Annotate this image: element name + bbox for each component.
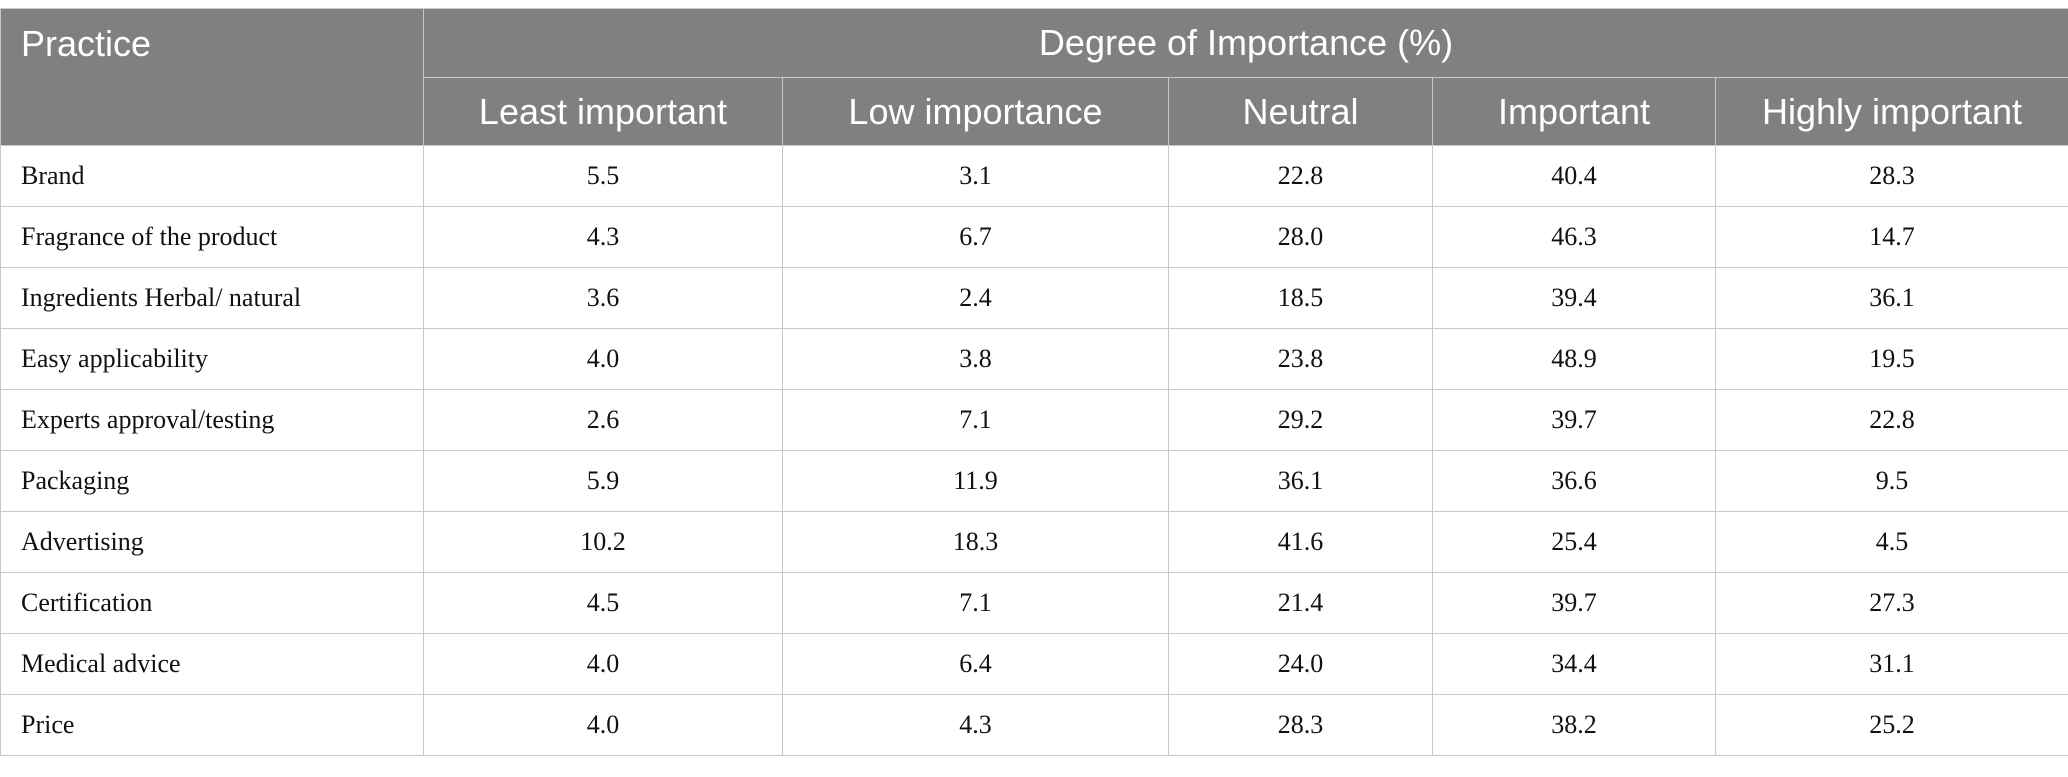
cell-value: 48.9 [1432,328,1716,390]
cell-value: 28.3 [1168,694,1433,756]
cell-value: 4.0 [423,633,783,695]
degree-of-importance-header: Degree of Importance (%) [422,8,2068,78]
cell-value: 39.4 [1432,267,1716,329]
cell-value: 25.4 [1432,511,1716,573]
cell-value: 41.6 [1168,511,1433,573]
cell-value: 2.4 [782,267,1169,329]
cell-value: 4.0 [423,694,783,756]
cell-value: 11.9 [782,450,1169,512]
cell-value: 5.5 [423,145,783,207]
row-practice-label: Medical advice [0,633,424,695]
importance-table-container: Practice Degree of Importance (%) Least … [0,8,2068,756]
column-header-important: Important [1432,77,1716,146]
cell-value: 7.1 [782,389,1169,451]
table-row: Price 4.0 4.3 28.3 38.2 25.2 [0,694,2068,756]
cell-value: 34.4 [1432,633,1716,695]
cell-value: 4.3 [423,206,783,268]
cell-value: 19.5 [1714,328,2068,390]
cell-value: 3.8 [782,328,1169,390]
row-practice-label: Brand [0,145,424,207]
row-practice-label: Fragrance of the product [0,206,424,268]
cell-value: 3.6 [423,267,783,329]
cell-value: 46.3 [1432,206,1716,268]
cell-value: 24.0 [1168,633,1433,695]
cell-value: 6.7 [782,206,1169,268]
cell-value: 14.7 [1714,206,2068,268]
cell-value: 28.0 [1168,206,1433,268]
column-header-neutral: Neutral [1168,77,1433,146]
table-row: Easy applicability 4.0 3.8 23.8 48.9 19.5 [0,328,2068,390]
table-body: Brand 5.5 3.1 22.8 40.4 28.3 Fragrance of the … [0,145,2068,756]
cell-value: 27.3 [1714,572,2068,634]
column-header-least-important: Least important [423,77,783,146]
cell-value: 31.1 [1714,633,2068,695]
cell-value: 23.8 [1168,328,1433,390]
table-header: Practice Degree of Importance (%) Least … [0,8,2068,146]
row-practice-label: Experts approval/testing [0,389,424,451]
cell-value: 4.5 [423,572,783,634]
cell-value: 4.5 [1714,511,2068,573]
cell-value: 38.2 [1432,694,1716,756]
cell-value: 22.8 [1714,389,2068,451]
row-practice-label: Certification [0,572,424,634]
cell-value: 3.1 [782,145,1169,207]
row-practice-label: Packaging [0,450,424,512]
cell-value: 18.5 [1168,267,1433,329]
importance-table: Practice Degree of Importance (%) Least … [0,8,2068,756]
cell-value: 9.5 [1714,450,2068,512]
table-row: Fragrance of the product 4.3 6.7 28.0 46.3 14… [0,206,2068,268]
cell-value: 39.7 [1432,572,1716,634]
row-practice-label: Advertising [0,511,424,573]
cell-value: 40.4 [1432,145,1716,207]
cell-value: 36.1 [1168,450,1433,512]
table-row: Certification 4.5 7.1 21.4 39.7 27.3 [0,572,2068,634]
cell-value: 4.0 [423,328,783,390]
cell-value: 21.4 [1168,572,1433,634]
cell-value: 25.2 [1714,694,2068,756]
table-row: Medical advice 4.0 6.4 24.0 34.4 31.1 [0,633,2068,695]
cell-value: 2.6 [423,389,783,451]
cell-value: 6.4 [782,633,1169,695]
cell-value: 18.3 [782,511,1169,573]
table-row: Brand 5.5 3.1 22.8 40.4 28.3 [0,145,2068,207]
cell-value: 5.9 [423,450,783,512]
row-practice-label: Ingredients Herbal/ natural [0,267,424,329]
table-row: Advertising 10.2 18.3 41.6 25.4 4.5 [0,511,2068,573]
table-row: Packaging 5.9 11.9 36.1 36.6 9.5 [0,450,2068,512]
cell-value: 4.3 [782,694,1169,756]
row-practice-label: Easy applicability [0,328,424,390]
row-practice-label: Price [0,694,424,756]
column-header-highly-important: Highly important [1714,77,2068,146]
cell-value: 28.3 [1714,145,2068,207]
cell-value: 39.7 [1432,389,1716,451]
cell-value: 10.2 [423,511,783,573]
cell-value: 36.6 [1432,450,1716,512]
column-header-low-importance: Low importance [782,77,1169,146]
cell-value: 7.1 [782,572,1169,634]
cell-value: 22.8 [1168,145,1433,207]
practice-column-header: Practice [0,8,424,146]
table-row: Ingredients Herbal/ natural 3.6 2.4 18.5 39.… [0,267,2068,329]
table-row: Experts approval/testing 2.6 7.1 29.2 39.7 22… [0,389,2068,451]
cell-value: 29.2 [1168,389,1433,451]
cell-value: 36.1 [1714,267,2068,329]
